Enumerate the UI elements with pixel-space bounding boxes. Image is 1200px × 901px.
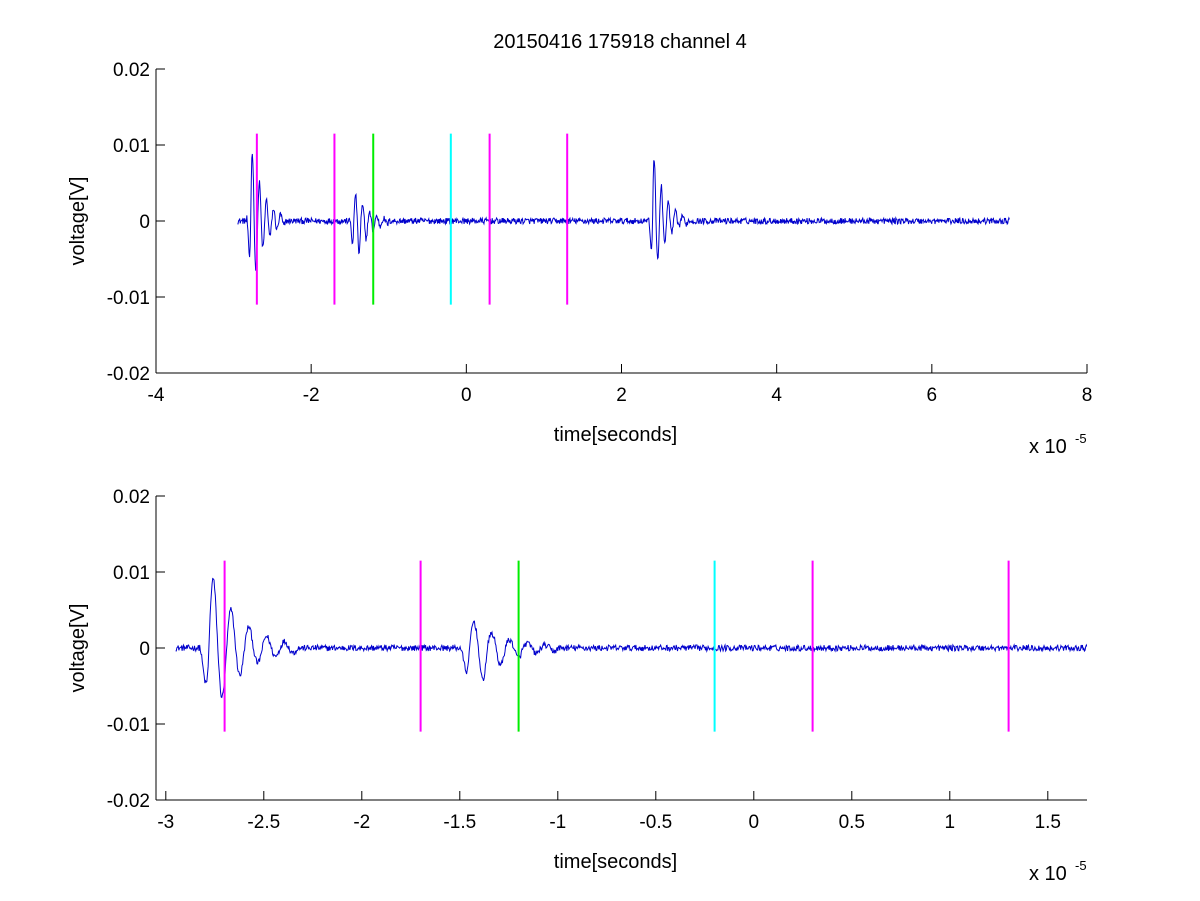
chart1-y-tick-label: 0.02	[113, 60, 150, 81]
chart1-x-exponent-label: x 10	[1029, 436, 1067, 458]
chart1-y-axis-label: voltage[V]	[67, 177, 89, 266]
chart2-signal-trace	[175, 577, 1087, 699]
chart1-x-tick-label: 6	[927, 385, 938, 406]
chart1-x-tick-label: 8	[1082, 385, 1093, 406]
chart1-signal-trace	[237, 153, 1010, 271]
chart1-y-tick-label: -0.02	[107, 364, 150, 385]
chart2-y-tick-label: 0.01	[113, 563, 150, 584]
chart2-x-tick-label: -0.5	[639, 812, 672, 833]
chart2-x-tick-label: -3	[157, 812, 174, 833]
chart2-y-tick-label: 0	[139, 639, 150, 660]
chart1-x-axis-label: time[seconds]	[554, 424, 677, 446]
chart2-x-tick-label: -2.5	[247, 812, 280, 833]
chart1-y-tick-label: 0	[139, 212, 150, 233]
chart1-x-tick-label: -2	[303, 385, 320, 406]
chart2-y-tick-label: 0.02	[113, 487, 150, 508]
figure-title: 20150416 175918 channel 4	[493, 31, 747, 53]
chart2-x-tick-label: 1	[945, 812, 956, 833]
chart1-y-tick-label: -0.01	[107, 288, 150, 309]
chart2-x-axis-label: time[seconds]	[554, 851, 677, 873]
chart2-x-tick-label: 0.5	[839, 812, 865, 833]
chart2-x-tick-label: 1.5	[1035, 812, 1061, 833]
chart2-y-tick-label: -0.01	[107, 715, 150, 736]
chart1-x-tick-label: 0	[461, 385, 472, 406]
chart1-x-tick-label: 2	[616, 385, 627, 406]
chart1-y-tick-label: 0.01	[113, 136, 150, 157]
chart1-x-tick-label: -4	[148, 385, 165, 406]
chart2-x-exponent-power: -5	[1075, 858, 1087, 873]
chart2-y-axis-label: voltage[V]	[67, 604, 89, 693]
chart2-x-tick-label: 0	[749, 812, 760, 833]
chart1-x-tick-label: 4	[771, 385, 782, 406]
chart2-x-tick-label: -2	[353, 812, 370, 833]
top-axes: -4 -2 0 2 4 6 8 -0.02 -0.01 0 0.01 0.02 time[seconds…	[67, 60, 1092, 458]
chart1-x-exponent-power: -5	[1075, 431, 1087, 446]
chart2-x-tick-label: -1	[549, 812, 566, 833]
chart2-y-tick-label: -0.02	[107, 791, 150, 812]
chart2-x-exponent-label: x 10	[1029, 863, 1067, 885]
chart2-x-tick-label: -1.5	[443, 812, 476, 833]
bottom-axes: -3 -2.5 -2 -1.5 -1 -0.5 0 0.5 1 1.5 -0.02 -0.01 0 0.0…	[67, 487, 1087, 885]
